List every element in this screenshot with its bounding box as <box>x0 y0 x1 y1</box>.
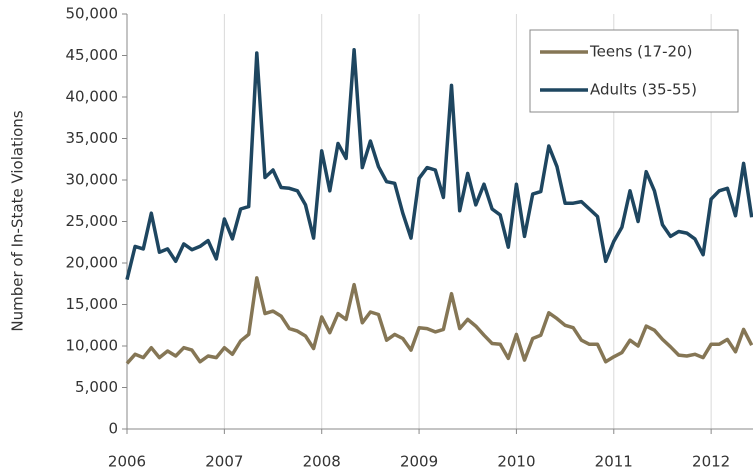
x-tick-label: 2007 <box>205 453 243 471</box>
y-tick-label: 5,000 <box>75 378 118 396</box>
y-tick-label: 15,000 <box>66 295 119 313</box>
legend: Teens (17-20) Adults (35-55) <box>529 29 739 113</box>
x-tick-label: 2009 <box>400 453 438 471</box>
y-tick-label: 45,000 <box>66 46 119 64</box>
y-tick-label: 35,000 <box>66 129 119 147</box>
y-tick-label: 50,000 <box>66 5 119 23</box>
x-tick-label: 2008 <box>303 453 341 471</box>
y-tick-label: 10,000 <box>66 337 119 355</box>
series-line <box>125 47 753 281</box>
y-tick-label: 20,000 <box>66 254 119 272</box>
y-tick-label: 30,000 <box>66 171 119 189</box>
y-tick-label: 40,000 <box>66 88 119 106</box>
y-tick-label: 0 <box>108 420 118 438</box>
y-tick-label: 25,000 <box>66 212 119 230</box>
y-axis-label: Number of In-State Violations <box>9 110 27 331</box>
x-tick-label: 2011 <box>595 453 633 471</box>
legend-box <box>529 29 739 113</box>
legend-label: Adults (35-55) <box>590 81 697 99</box>
x-tick-label: 2010 <box>497 453 535 471</box>
series-line <box>125 276 753 365</box>
x-tick-label: 2006 <box>108 453 146 471</box>
legend-label: Teens (17-20) <box>589 43 692 61</box>
x-tick-label: 2012 <box>692 453 730 471</box>
